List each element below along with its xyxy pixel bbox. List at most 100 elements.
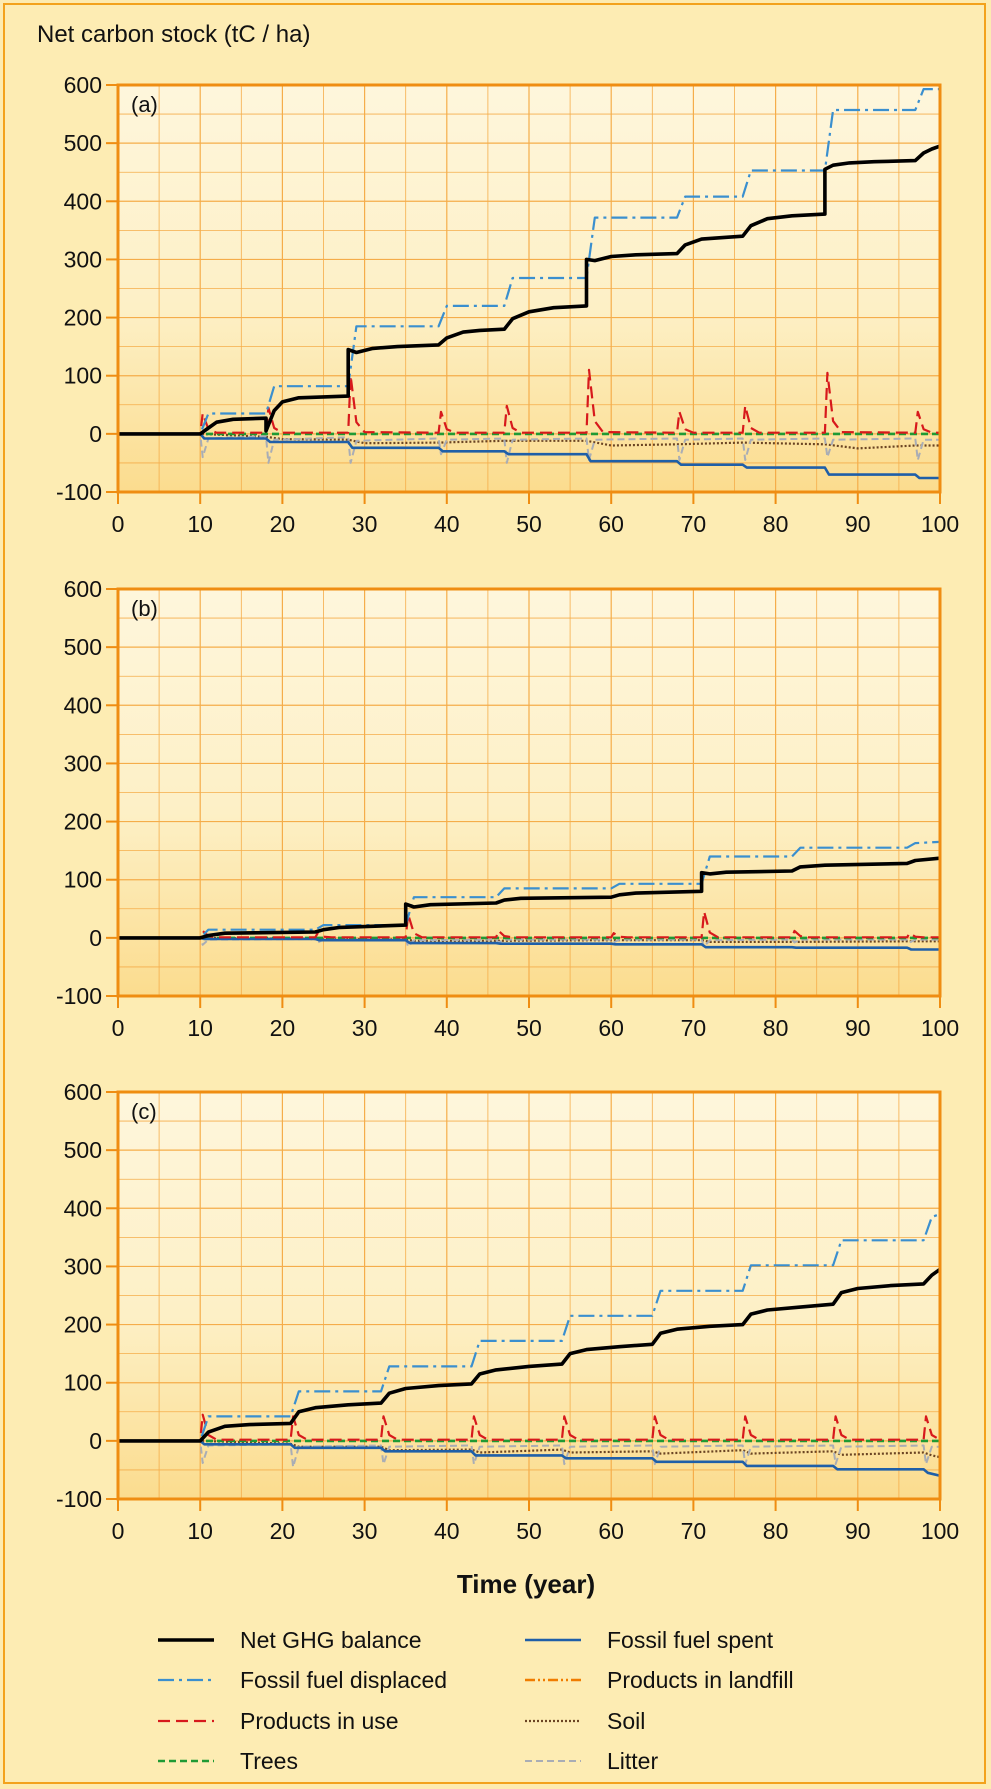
y-tick-label: 200 xyxy=(64,305,102,331)
y-tick-label: 400 xyxy=(64,188,102,214)
panel-a: -100 0 100 200 300 400 500 600 0 10 20 30 40 50 60 70 80… xyxy=(56,72,959,537)
panel-b: -100 0 100 200 300 400 500 600 0 10 20 30 40 50 60 70 80… xyxy=(56,576,959,1041)
series-soil xyxy=(118,432,940,450)
series-group xyxy=(118,1213,940,1477)
series-fossil-spent xyxy=(118,432,940,480)
panel-c: -100 0 100 200 300 400 500 600 0 10 20 30 40 50 60 70 80… xyxy=(56,1079,959,1544)
y-tick-label: -100 xyxy=(56,983,102,1009)
legend-label: Net GHG balance xyxy=(240,1627,422,1653)
series-litter xyxy=(118,432,940,464)
legend-label: Trees xyxy=(240,1748,298,1774)
x-tick-label: 50 xyxy=(516,511,542,537)
series-group xyxy=(118,87,940,480)
y-tick-label: 0 xyxy=(89,421,102,447)
x-tick-label: 90 xyxy=(845,511,871,537)
x-tick-label: 10 xyxy=(187,1015,213,1041)
x-tick-label: 0 xyxy=(112,1518,125,1544)
series-net xyxy=(118,144,940,436)
legend-item-products-in-use: Products in use xyxy=(158,1708,399,1734)
y-tick-label: 300 xyxy=(64,750,102,776)
panel-label: (c) xyxy=(131,1099,157,1124)
series-products-in-use xyxy=(118,910,940,940)
legend-label: Soil xyxy=(607,1708,645,1734)
y-tick-label: 600 xyxy=(64,1079,102,1105)
legend-item-net: Net GHG balance xyxy=(158,1627,422,1653)
x-tick-label: 40 xyxy=(434,1518,460,1544)
x-tick-label: 10 xyxy=(187,1518,213,1544)
x-tick-label: 60 xyxy=(598,511,624,537)
legend-label: Fossil fuel displaced xyxy=(240,1667,447,1693)
x-tick-label: 70 xyxy=(681,1015,707,1041)
y-tick-label: -100 xyxy=(56,479,102,505)
legend-item-soil: Soil xyxy=(525,1708,645,1734)
grid xyxy=(117,84,941,493)
x-tick-label: 100 xyxy=(921,511,959,537)
x-tick-label: 70 xyxy=(681,1518,707,1544)
x-tick-label: 20 xyxy=(270,1015,296,1041)
series-net xyxy=(118,856,940,940)
x-tick-label: 30 xyxy=(352,1015,378,1041)
y-tick-label: 300 xyxy=(64,246,102,272)
legend-item-trees: Trees xyxy=(158,1748,298,1774)
series-fossil-displaced xyxy=(118,1213,940,1443)
x-tick-label: 80 xyxy=(763,1015,789,1041)
grid xyxy=(117,1091,941,1500)
y-tick-label: 400 xyxy=(64,1195,102,1221)
x-tick-label: 60 xyxy=(598,1518,624,1544)
legend-item-fossil-displaced: Fossil fuel displaced xyxy=(158,1667,447,1693)
y-axis-label: Net carbon stock (tC / ha) xyxy=(37,21,310,48)
y-tick-label: 100 xyxy=(64,1370,102,1396)
panel-label: (b) xyxy=(131,596,158,621)
legend: Net GHG balance Fossil fuel spent Fossil f… xyxy=(158,1627,794,1774)
x-tick-label: 70 xyxy=(681,511,707,537)
x-tick-label: 0 xyxy=(112,511,125,537)
x-tick-label: 90 xyxy=(845,1015,871,1041)
x-tick-label: 90 xyxy=(845,1518,871,1544)
series-fossil-spent xyxy=(118,1439,940,1477)
y-tick-label: 0 xyxy=(89,1428,102,1454)
x-tick-label: 30 xyxy=(352,511,378,537)
legend-item-landfill: Products in landfill xyxy=(525,1667,794,1693)
legend-label: Products in landfill xyxy=(607,1667,794,1693)
y-tick-label: 0 xyxy=(89,925,102,951)
series-net xyxy=(118,1267,940,1443)
x-tick-label: 30 xyxy=(352,1518,378,1544)
x-tick-label: 40 xyxy=(434,511,460,537)
series-fossil-spent xyxy=(118,936,940,951)
y-tick-label: -100 xyxy=(56,1486,102,1512)
x-tick-label: 100 xyxy=(921,1015,959,1041)
series-soil xyxy=(118,936,940,944)
series-litter xyxy=(118,1439,940,1468)
panel-label: (a) xyxy=(131,92,158,117)
legend-label: Fossil fuel spent xyxy=(607,1627,774,1653)
series-fossil-displaced xyxy=(118,840,940,940)
series-group xyxy=(118,840,940,951)
x-axis-label: Time (year) xyxy=(457,1569,595,1599)
y-tick-label: 500 xyxy=(64,130,102,156)
legend-label: Products in use xyxy=(240,1708,399,1734)
x-tick-label: 100 xyxy=(921,1518,959,1544)
series-fossil-displaced xyxy=(118,87,940,435)
x-tick-label: 50 xyxy=(516,1015,542,1041)
y-tick-label: 600 xyxy=(64,576,102,602)
series-products-in-use xyxy=(118,1413,940,1443)
x-tick-label: 80 xyxy=(763,511,789,537)
grid xyxy=(117,588,941,997)
legend-item-fossil-spent: Fossil fuel spent xyxy=(525,1627,774,1653)
y-tick-label: 200 xyxy=(64,809,102,835)
x-tick-label: 20 xyxy=(270,511,296,537)
x-tick-label: 80 xyxy=(763,1518,789,1544)
y-tick-label: 500 xyxy=(64,1137,102,1163)
legend-item-litter: Litter xyxy=(525,1748,658,1774)
x-tick-label: 10 xyxy=(187,511,213,537)
x-tick-label: 50 xyxy=(516,1518,542,1544)
x-tick-label: 0 xyxy=(112,1015,125,1041)
x-tick-label: 60 xyxy=(598,1015,624,1041)
y-tick-label: 400 xyxy=(64,692,102,718)
y-tick-label: 500 xyxy=(64,634,102,660)
y-tick-label: 100 xyxy=(64,363,102,389)
x-tick-label: 40 xyxy=(434,1015,460,1041)
y-tick-label: 200 xyxy=(64,1312,102,1338)
